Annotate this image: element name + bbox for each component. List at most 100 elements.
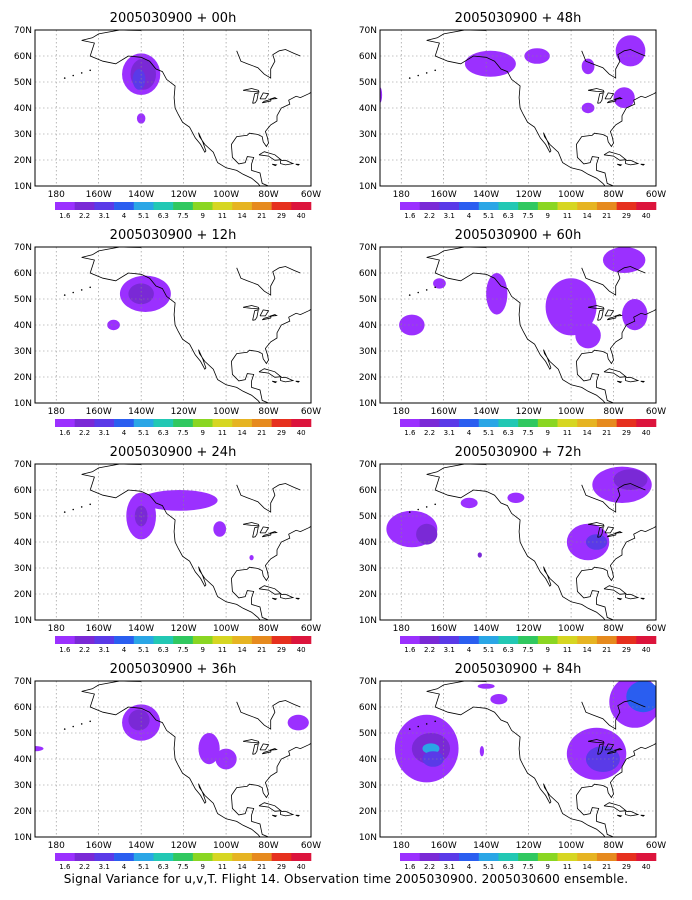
colorbar-swatch — [212, 202, 233, 210]
colorbar-swatch — [419, 636, 440, 644]
colorbar-label: 6.3 — [503, 429, 514, 437]
colorbar-swatch — [133, 419, 154, 427]
contour-fill — [545, 278, 597, 336]
coastlines — [408, 681, 656, 837]
colorbar-label: 7.5 — [177, 863, 188, 871]
contour-fill — [249, 555, 254, 561]
colorbar-label: 3.1 — [99, 646, 110, 654]
grid-lines — [35, 681, 311, 837]
y-tick-label: 70N — [14, 26, 32, 36]
colorbar-label: 5.1 — [138, 863, 149, 871]
contour-fill — [602, 247, 646, 273]
colorbar-label: 5.1 — [483, 646, 494, 654]
colorbar-label: 3.1 — [444, 212, 455, 220]
y-tick-label: 30N — [359, 130, 377, 140]
colorbar-label: 29 — [277, 646, 286, 654]
colorbar-label: 4 — [122, 863, 127, 871]
colorbar-label: 29 — [277, 212, 286, 220]
panel-title: 2005030900 + 48h — [455, 11, 582, 26]
y-tick-label: 70N — [14, 677, 32, 687]
y-tick-label: 60N — [359, 269, 377, 279]
variance-contours — [107, 275, 171, 331]
colorbar-label: 40 — [297, 863, 306, 871]
colorbar-swatch — [498, 202, 519, 210]
y-tick-label: 50N — [14, 512, 32, 522]
variance-contours — [35, 704, 309, 770]
contour-fill — [422, 743, 440, 754]
colorbar-swatch — [291, 636, 312, 644]
y-tick-label: 60N — [14, 486, 32, 496]
colorbar-swatch — [55, 419, 75, 427]
colorbar-label: 3.1 — [444, 863, 455, 871]
colorbar-label: 2.2 — [79, 212, 90, 220]
x-tick-label: 80W — [258, 407, 278, 417]
x-tick-label: 60W — [646, 190, 666, 200]
colorbar-swatch — [173, 419, 194, 427]
x-tick-label: 140W — [128, 407, 154, 417]
contour-fill — [507, 492, 525, 503]
y-tick-label: 10N — [359, 399, 377, 409]
colorbar-swatch — [557, 853, 578, 861]
colorbar-swatch — [114, 636, 135, 644]
colorbar-label: 6.3 — [158, 429, 169, 437]
x-tick-label: 100W — [558, 841, 584, 851]
contour-fill — [479, 746, 485, 757]
colorbar-swatch — [232, 636, 253, 644]
colorbar-swatch — [498, 636, 519, 644]
colorbar-label: 11 — [563, 646, 572, 654]
colorbar-label: 6.3 — [503, 863, 514, 871]
x-tick-label: 160W — [86, 841, 112, 851]
x-tick-label: 100W — [558, 407, 584, 417]
colorbar-swatch — [291, 202, 312, 210]
map-panel-7: 2005030900 + 84h 10N 20N 30N 40N 50N 60N 70N 180… — [359, 662, 666, 871]
colorbar-swatch — [94, 202, 115, 210]
colorbar-label: 2.2 — [424, 212, 435, 220]
colorbar-label: 40 — [642, 212, 651, 220]
y-tick-label: 30N — [359, 347, 377, 357]
y-tick-label: 40N — [14, 321, 32, 331]
colorbar-swatch — [232, 202, 253, 210]
y-tick-label: 70N — [14, 460, 32, 470]
x-tick-label: 160W — [431, 407, 457, 417]
colorbar: 1.6 2.2 3.1 4 5.1 6.3 7.5 9 11 14 21 29 40 — [55, 636, 312, 654]
colorbar-swatch — [419, 853, 440, 861]
coastlines — [63, 247, 311, 403]
colorbar-label: 9 — [200, 863, 204, 871]
colorbar-label: 7.5 — [177, 646, 188, 654]
x-tick-label: 180 — [48, 190, 65, 200]
colorbar-label: 14 — [238, 212, 247, 220]
colorbar-swatch — [636, 853, 657, 861]
colorbar-swatch — [192, 636, 213, 644]
colorbar-swatch — [212, 853, 233, 861]
plot-frame — [379, 463, 657, 621]
colorbar-swatch — [537, 419, 558, 427]
x-tick-label: 120W — [171, 624, 197, 634]
colorbar: 1.6 2.2 3.1 4 5.1 6.3 7.5 9 11 14 21 29 40 — [400, 202, 657, 220]
colorbar-label: 2.2 — [79, 646, 90, 654]
colorbar-swatch — [537, 853, 558, 861]
y-tick-label: 70N — [359, 460, 377, 470]
y-tick-label: 40N — [359, 321, 377, 331]
colorbar-label: 7.5 — [522, 863, 533, 871]
colorbar-swatch — [153, 636, 174, 644]
x-tick-label: 180 — [48, 624, 65, 634]
colorbar-label: 7.5 — [522, 212, 533, 220]
colorbar-label: 3.1 — [444, 646, 455, 654]
colorbar-swatch — [636, 202, 657, 210]
y-tick-label: 60N — [359, 486, 377, 496]
colorbar-swatch — [212, 419, 233, 427]
colorbar: 1.6 2.2 3.1 4 5.1 6.3 7.5 9 11 14 21 29 40 — [400, 636, 657, 654]
x-tick-label: 100W — [558, 624, 584, 634]
colorbar-label: 40 — [642, 646, 651, 654]
y-tick-label: 20N — [359, 590, 377, 600]
y-tick-label: 50N — [359, 78, 377, 88]
colorbar-swatch — [636, 419, 657, 427]
colorbar-label: 6.3 — [158, 863, 169, 871]
x-tick-label: 160W — [431, 841, 457, 851]
colorbar-swatch — [251, 636, 272, 644]
colorbar-label: 9 — [545, 646, 549, 654]
colorbar-label: 9 — [200, 646, 204, 654]
colorbar-swatch — [94, 853, 115, 861]
coastlines — [408, 247, 656, 403]
